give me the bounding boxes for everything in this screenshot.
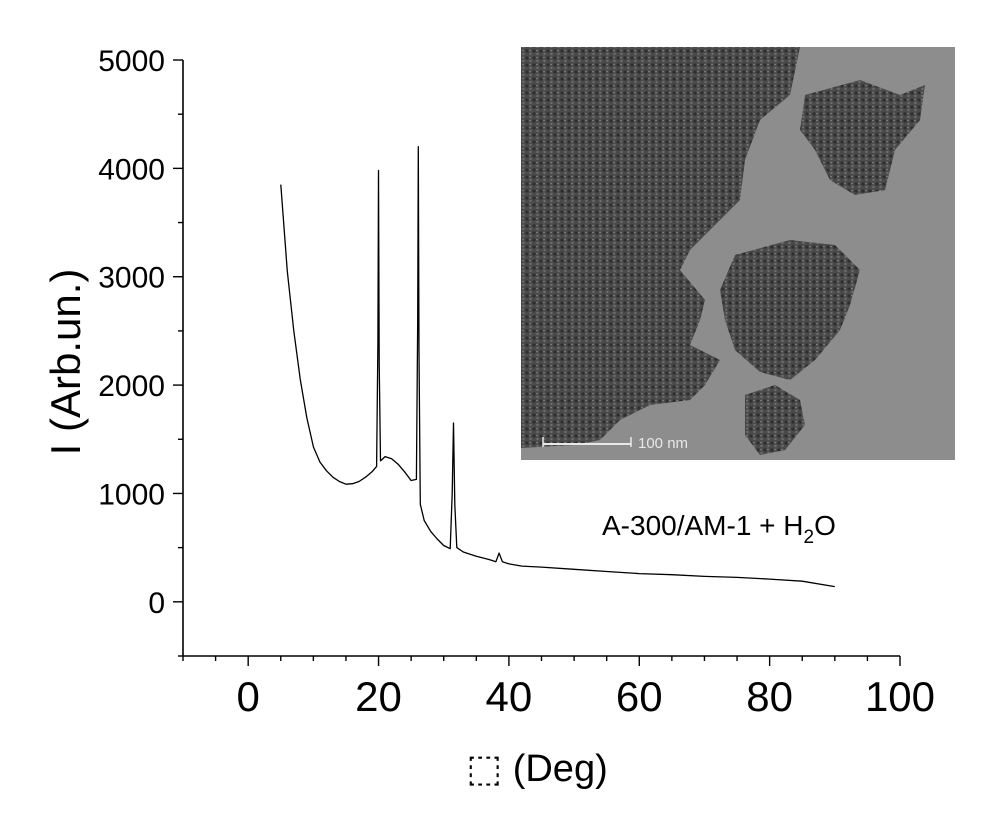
tem-particle-cluster <box>720 240 860 380</box>
tem-particle-cluster <box>800 80 925 195</box>
x-tick-labels: 0 20 40 60 80 100 <box>237 673 936 720</box>
x-tick-label: 80 <box>746 673 793 720</box>
series-line-0 <box>280 146 835 588</box>
y-tick-label: 2000 <box>98 370 165 403</box>
x-tick-label: 40 <box>486 673 533 720</box>
x-tick-label: 100 <box>865 673 935 720</box>
tem-particle-cluster <box>745 385 805 455</box>
tem-inset: 100 nm <box>521 47 955 460</box>
x-tick-label: 0 <box>237 673 260 720</box>
y-tick-label: 1000 <box>98 478 165 511</box>
x-axis-title: ⬚ (Deg) <box>466 748 607 790</box>
y-tick-labels: 0 1000 2000 3000 4000 5000 <box>98 45 165 620</box>
tem-particle-cluster <box>521 47 800 448</box>
x-tick-label: 20 <box>355 673 402 720</box>
sample-annotation: A-300/AM-1 + H2O <box>602 510 836 548</box>
x-tick-label: 60 <box>616 673 663 720</box>
y-tick-label: 3000 <box>98 262 165 295</box>
scale-bar-label: 100 nm <box>638 435 688 452</box>
y-axis-title: I (Arb.un.) <box>42 269 89 456</box>
x-ticks <box>182 656 901 666</box>
y-ticks <box>173 59 183 657</box>
y-tick-label: 5000 <box>98 45 165 78</box>
y-tick-label: 4000 <box>98 153 165 186</box>
series-layer <box>280 146 835 588</box>
y-tick-label: 0 <box>148 587 165 620</box>
